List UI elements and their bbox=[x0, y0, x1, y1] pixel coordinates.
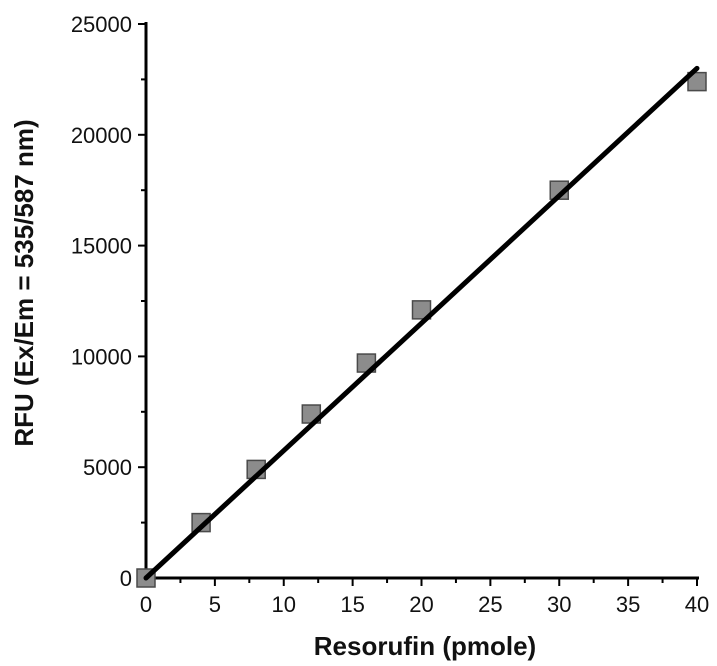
y-tick-label: 10000 bbox=[71, 344, 132, 369]
x-tick-label: 15 bbox=[340, 592, 364, 617]
data-point bbox=[411, 300, 432, 320]
axes bbox=[144, 22, 699, 580]
fit-line bbox=[143, 65, 700, 581]
x-tick-label: 20 bbox=[409, 592, 433, 617]
ticks: 0 5000 10000 15000 20000 25000 0 5 10 15 20 25 30 35 4… bbox=[71, 12, 709, 617]
x-axis-title: Resorufin (pmole) bbox=[314, 631, 536, 661]
x-tick-label: 0 bbox=[140, 592, 152, 617]
x-tick-label: 35 bbox=[616, 592, 640, 617]
x-tick-label: 25 bbox=[478, 592, 502, 617]
x-tick-label: 10 bbox=[272, 592, 296, 617]
fit-line-group bbox=[143, 65, 700, 581]
x-tick-label: 30 bbox=[547, 592, 571, 617]
y-tick-label: 15000 bbox=[71, 234, 132, 259]
data-point bbox=[687, 71, 707, 92]
y-axis-title: RFU (Ex/Em = 535/587 nm) bbox=[9, 119, 39, 446]
y-tick-label: 0 bbox=[120, 566, 132, 591]
y-tick-label: 20000 bbox=[71, 123, 132, 148]
data-point bbox=[191, 512, 211, 533]
x-tick-label: 5 bbox=[209, 592, 221, 617]
x-tick-label: 40 bbox=[685, 592, 709, 617]
y-tick-label: 5000 bbox=[83, 455, 132, 480]
y-tick-label: 25000 bbox=[71, 12, 132, 37]
